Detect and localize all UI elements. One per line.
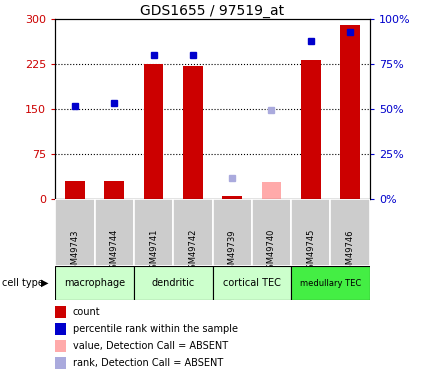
Bar	[55, 266, 134, 300]
Bar	[291, 266, 370, 300]
Text: cell type: cell type	[2, 278, 44, 288]
Bar	[183, 66, 203, 199]
Bar	[134, 199, 173, 266]
Bar	[105, 181, 124, 199]
Text: GSM49742: GSM49742	[188, 229, 197, 274]
Text: cortical TEC: cortical TEC	[223, 278, 281, 288]
Bar	[134, 266, 212, 300]
Bar	[55, 340, 66, 352]
Text: rank, Detection Call = ABSENT: rank, Detection Call = ABSENT	[73, 358, 223, 368]
Text: ▶: ▶	[41, 278, 49, 288]
Text: dendritic: dendritic	[152, 278, 195, 288]
Bar	[144, 64, 163, 199]
Bar	[301, 60, 320, 199]
Text: GSM49741: GSM49741	[149, 229, 158, 274]
Bar	[212, 199, 252, 266]
Bar	[340, 25, 360, 199]
Bar	[291, 199, 331, 266]
Bar	[94, 199, 134, 266]
Bar	[262, 182, 281, 199]
Text: count: count	[73, 307, 100, 317]
Bar	[252, 199, 291, 266]
Text: GSM49739: GSM49739	[228, 229, 237, 274]
Text: value, Detection Call = ABSENT: value, Detection Call = ABSENT	[73, 341, 228, 351]
Bar	[55, 199, 94, 266]
Text: GSM49746: GSM49746	[346, 229, 354, 274]
Text: medullary TEC: medullary TEC	[300, 279, 361, 288]
Bar	[55, 306, 66, 318]
Text: GSM49745: GSM49745	[306, 229, 315, 274]
Title: GDS1655 / 97519_at: GDS1655 / 97519_at	[140, 4, 285, 18]
Text: GSM49743: GSM49743	[71, 229, 79, 274]
Bar	[212, 266, 291, 300]
Bar	[55, 323, 66, 335]
Bar	[55, 357, 66, 369]
Text: GSM49744: GSM49744	[110, 229, 119, 274]
Text: GSM49740: GSM49740	[267, 229, 276, 274]
Bar	[173, 199, 212, 266]
Bar	[65, 181, 85, 199]
Text: percentile rank within the sample: percentile rank within the sample	[73, 324, 238, 334]
Bar	[331, 199, 370, 266]
Text: macrophage: macrophage	[64, 278, 125, 288]
Bar	[222, 196, 242, 199]
